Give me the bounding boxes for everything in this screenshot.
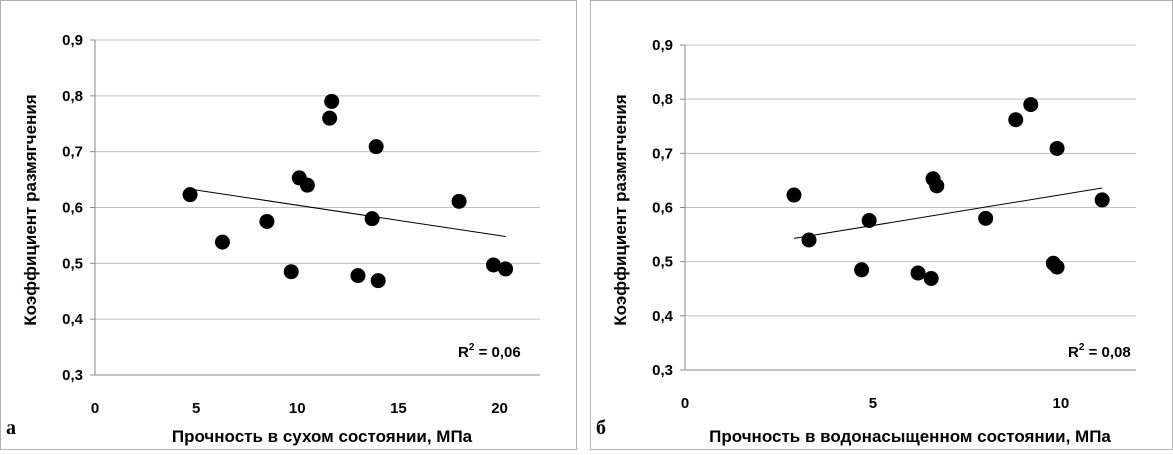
axes xyxy=(90,39,540,376)
data-point xyxy=(322,110,338,126)
scatter-chart-a: 0,3 0,4 0,5 0,6 0,7 0,8 0,9 0 5 10 15 20 Прочность … xyxy=(0,0,577,450)
data-point xyxy=(324,93,340,109)
y-tick-label: 0,5 xyxy=(652,254,673,271)
panel-label: б xyxy=(596,417,606,439)
r-squared-value: = 0,06 xyxy=(474,344,520,361)
r-squared-label: R2 = 0,06 xyxy=(458,342,521,361)
data-point xyxy=(259,213,275,229)
y-tick-label: 0,9 xyxy=(652,37,673,54)
y-tick-label: 0,3 xyxy=(652,362,673,379)
r-squared-symbol: R xyxy=(1068,344,1079,361)
y-tick-label: 0,4 xyxy=(62,311,84,328)
data-point xyxy=(451,193,467,209)
data-point xyxy=(485,257,501,273)
x-tick-label: 15 xyxy=(390,400,407,417)
scatter-chart-b: 0,3 0,4 0,5 0,6 0,7 0,8 0,9 0 5 10 Прочность в во… xyxy=(590,0,1173,450)
data-point xyxy=(1008,112,1024,128)
data-point xyxy=(978,210,994,226)
x-tick-label: 20 xyxy=(491,400,508,417)
data-point xyxy=(1023,97,1039,113)
r-squared-exponent: 2 xyxy=(1079,342,1085,353)
chart-frame xyxy=(590,0,1173,450)
y-axis-title: Коэффициент размягчения xyxy=(611,94,630,325)
y-tick-label: 0,4 xyxy=(652,308,674,325)
data-point xyxy=(929,178,945,194)
chart-panel-a: 0,3 0,4 0,5 0,6 0,7 0,8 0,9 0 5 10 15 20 Прочность … xyxy=(0,0,577,450)
data-point xyxy=(801,232,817,248)
data-point xyxy=(214,234,230,250)
axes xyxy=(680,44,1136,371)
panel-label: а xyxy=(6,417,16,439)
data-point xyxy=(350,268,366,284)
trendline xyxy=(793,187,1103,239)
tick-labels: 0,3 0,4 0,5 0,6 0,7 0,8 0,9 0 5 10 xyxy=(652,37,1069,412)
x-tick-label: 5 xyxy=(192,400,200,417)
y-axis-title: Коэффициент размягчения xyxy=(21,94,40,325)
data-point xyxy=(182,187,198,203)
y-tick-label: 0,9 xyxy=(62,32,83,49)
data-point xyxy=(861,213,877,228)
data-point xyxy=(364,211,380,227)
x-tick-label: 0 xyxy=(91,400,99,417)
data-point xyxy=(1049,259,1065,275)
data-point xyxy=(498,261,514,277)
x-tick-label: 0 xyxy=(681,395,689,412)
chart-frame xyxy=(0,0,577,450)
data-point xyxy=(910,265,926,281)
data-point xyxy=(854,262,870,278)
r-squared-exponent: 2 xyxy=(469,342,475,353)
data-point xyxy=(1094,192,1110,208)
x-axis-title: Прочность в сухом состоянии, МПа xyxy=(172,427,473,446)
points-layer xyxy=(182,93,514,289)
tick-labels: 0,3 0,4 0,5 0,6 0,7 0,8 0,9 0 5 10 15 20 xyxy=(62,32,508,417)
data-point xyxy=(368,139,384,155)
x-tick-label: 5 xyxy=(869,395,877,412)
y-tick-label: 0,8 xyxy=(652,91,673,108)
y-tick-label: 0,6 xyxy=(62,200,83,217)
r-squared-symbol: R xyxy=(458,344,469,361)
r-squared-value: = 0,08 xyxy=(1084,344,1130,361)
data-point xyxy=(786,187,802,203)
trendline xyxy=(189,188,506,238)
data-point xyxy=(370,273,386,289)
gridlines xyxy=(95,39,540,320)
x-axis-title: Прочность в водонасыщенном состоянии, МП… xyxy=(709,427,1111,446)
y-tick-label: 0,7 xyxy=(652,145,673,162)
data-point xyxy=(283,264,299,280)
y-tick-label: 0,5 xyxy=(62,255,83,272)
y-tick-label: 0,3 xyxy=(62,367,83,384)
trendline-layer xyxy=(793,187,1103,239)
y-tick-label: 0,7 xyxy=(62,144,83,161)
trendline-layer xyxy=(189,188,506,238)
data-point xyxy=(923,270,939,286)
data-point xyxy=(1049,140,1065,156)
r-squared-label: R2 = 0,08 xyxy=(1068,342,1131,361)
chart-panel-b: 0,3 0,4 0,5 0,6 0,7 0,8 0,9 0 5 10 Прочность в во… xyxy=(590,0,1173,450)
y-tick-label: 0,8 xyxy=(62,88,83,105)
y-tick-label: 0,6 xyxy=(652,200,673,217)
data-point xyxy=(299,177,315,193)
points-layer xyxy=(786,97,1110,286)
x-tick-label: 10 xyxy=(1052,395,1069,412)
x-tick-label: 10 xyxy=(289,400,306,417)
